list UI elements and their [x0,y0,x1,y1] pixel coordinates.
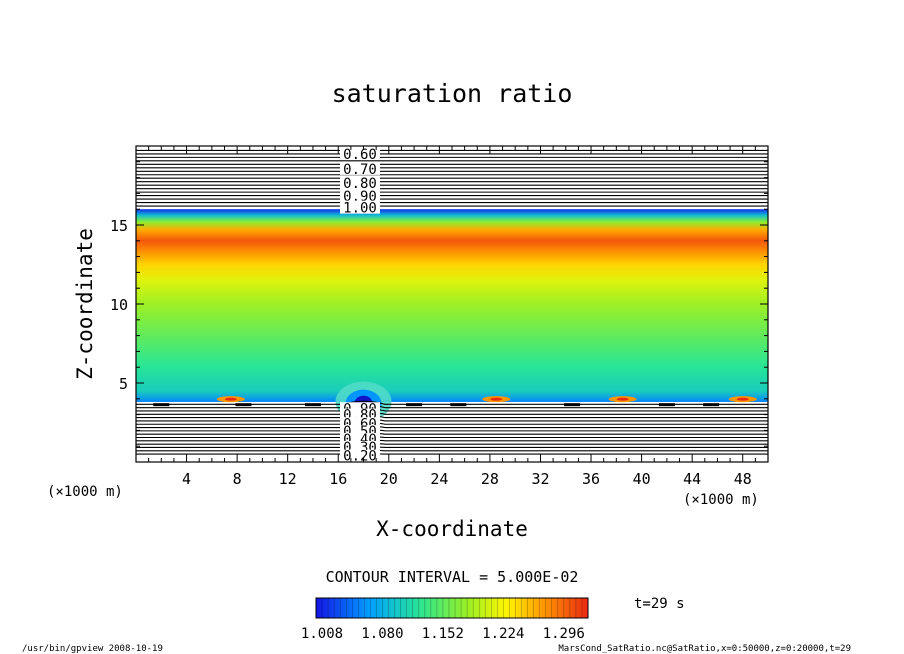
contour-label: 0.70 [343,162,377,178]
colorbar-tick-label: 1.008 [301,626,343,642]
chart-title: saturation ratio [332,79,573,108]
x-tick-label: 36 [582,470,600,488]
x-unit-left: (×1000 m) [47,484,123,500]
x-tick-label: 32 [531,470,549,488]
x-tick-label: 44 [683,470,701,488]
x-tick-label: 40 [633,470,651,488]
surface-lens-core [616,397,629,401]
y-tick-label: 10 [110,296,128,314]
contour-label-bg [340,146,380,160]
footer-right: MarsCond_SatRatio.nc@SatRatio,x=0:50000,… [558,644,851,654]
y-axis-label: Z-coordinate [73,228,97,380]
contour-label-bg [340,161,380,175]
contour-label: 0.60 [343,147,377,163]
x-tick-label: 4 [182,470,191,488]
x-tick-label: 12 [279,470,297,488]
x-tick-label: 20 [380,470,398,488]
contour-label-bg [340,188,380,202]
time-label: t=29 s [634,596,685,612]
x-tick-label: 48 [734,470,752,488]
contour-label-bg [340,176,380,190]
x-unit-right: (×1000 m) [683,492,759,508]
x-tick-label: 28 [481,470,499,488]
x-axis-label: X-coordinate [376,517,528,541]
colorbar-ticks: 1.008 1.080 1.152 1.224 1.296 [301,626,585,642]
x-axis: 4 8 12 16 20 24 28 32 36 40 44 48 [148,146,756,488]
colorbar-stripes [321,598,583,618]
y-tick-label: 15 [110,217,128,235]
x-tick-label: 16 [329,470,347,488]
contour-label-bg [340,200,380,214]
colorbar-frame [315,597,589,619]
colorbar-tick-label: 1.152 [422,626,464,642]
x-tick-label: 8 [233,470,242,488]
plot-area [136,146,768,462]
colorbar-tick-label: 1.296 [543,626,585,642]
contour-label: 0.20 [343,449,377,465]
surface-lens-core [736,397,749,401]
contour-labels: 0.600.700.800.901.000.900.800.600.500.40… [340,146,380,465]
y-axis: 5 10 15 [110,161,768,447]
colorbar-tick-label: 1.080 [361,626,403,642]
contour-label: 1.00 [343,201,377,217]
colorbar-tick-label: 1.224 [482,626,524,642]
surface-lens-core [224,397,237,401]
contour-label-bg [340,449,380,462]
saturation-field [136,209,768,402]
colorbar-fill [316,598,588,618]
contour-interval-text: CONTOUR INTERVAL = 5.000E-02 [326,568,579,586]
surface-lens-core [490,397,503,401]
y-tick-label: 5 [119,375,128,393]
colorbar: 1.008 1.080 1.152 1.224 1.296 [301,597,589,642]
contour-line [136,449,768,452]
x-tick-label: 24 [430,470,448,488]
footer-left: /usr/bin/gpview 2008-10-19 [22,644,163,654]
contour-label: 0.80 [343,176,377,192]
